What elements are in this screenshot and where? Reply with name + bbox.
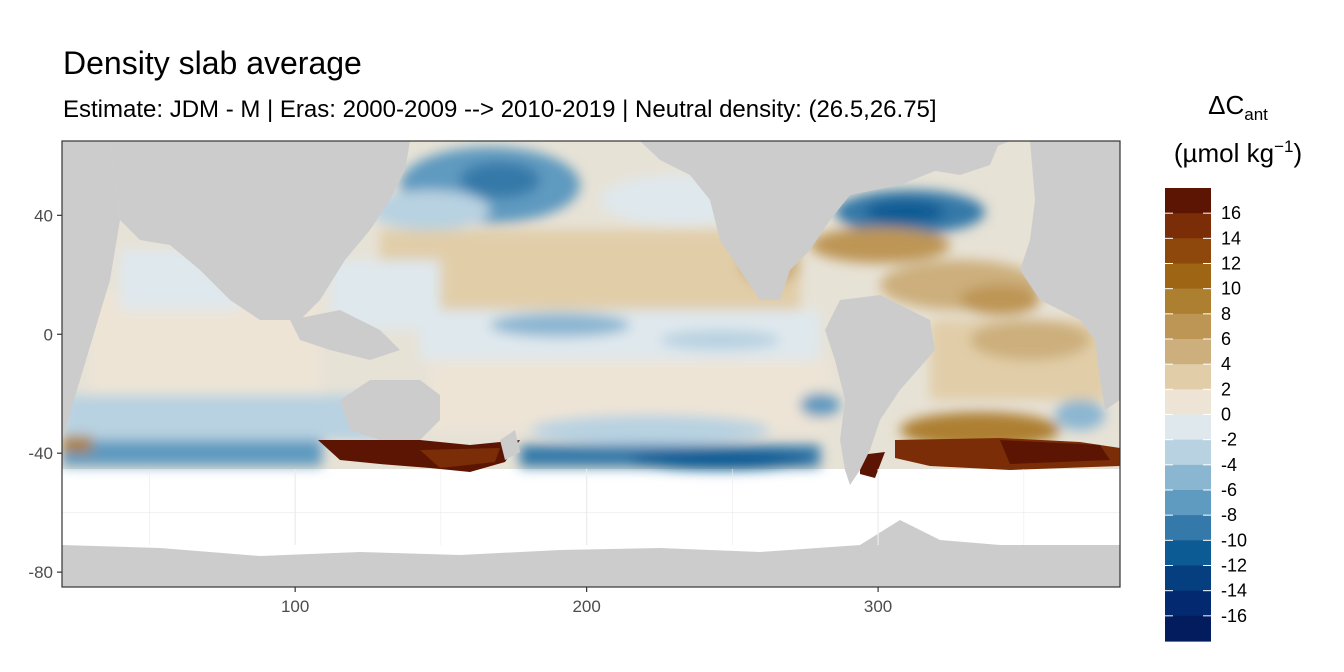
y-tick-label: -40 (28, 444, 53, 463)
legend-labels: 16 14 12 10 8 6 4 2 0 -2 -4 -6 -8 -10 -12 -14 -16 (1221, 203, 1247, 626)
africa-west-edge (62, 141, 120, 440)
legend-break-label: -8 (1221, 505, 1237, 525)
legend-color-step (1165, 439, 1211, 466)
legend-break-label: -16 (1221, 606, 1247, 626)
asia (110, 141, 410, 320)
y-axis: 40 0 -40 -80 (28, 206, 62, 582)
gridlines-over (62, 469, 1120, 545)
y-tick-label: 40 (34, 206, 53, 225)
chart-title: Density slab average (63, 45, 362, 81)
legend-break-label: -10 (1221, 530, 1247, 550)
legend-break-label: -2 (1221, 430, 1237, 450)
chart-subtitle: Estimate: JDM - M | Eras: 2000-2009 --> … (63, 96, 937, 123)
y-tick-label: 0 (44, 325, 53, 344)
legend-color-step (1165, 464, 1211, 491)
legend-color-step (1165, 313, 1211, 340)
legend-color-step (1165, 188, 1211, 214)
legend-break-label: 0 (1221, 405, 1231, 425)
legend-color-step (1165, 490, 1211, 516)
legend-color-step (1165, 288, 1211, 315)
legend-break-label: -4 (1221, 455, 1237, 475)
south-america (825, 295, 935, 485)
map-panel (62, 141, 1120, 587)
legend-color-step (1165, 238, 1211, 265)
legend-color-step (1165, 263, 1211, 290)
europe-africa-east (1020, 141, 1120, 410)
legend-break-label: -14 (1221, 581, 1247, 601)
legend-break-label: -6 (1221, 480, 1237, 500)
legend-colorbar (1165, 188, 1211, 642)
legend-break-label: 8 (1221, 304, 1231, 324)
legend-color-step (1165, 213, 1211, 239)
x-axis: 100 200 300 (281, 587, 892, 616)
legend-color-step (1165, 339, 1211, 365)
y-tick-label: -80 (28, 563, 53, 582)
australia (340, 380, 440, 440)
legend-break-label: 10 (1221, 279, 1241, 299)
legend-break-label: 16 (1221, 203, 1241, 223)
legend-color-step (1165, 540, 1211, 567)
legend-title-line1: ΔCant (1208, 90, 1268, 124)
legend-break-label: 14 (1221, 228, 1241, 248)
new-zealand (500, 430, 520, 460)
legend-color-step (1165, 389, 1211, 416)
legend-unit-suffix: ) (1293, 138, 1302, 168)
legend-unit-prefix: (µmol kg (1174, 138, 1274, 168)
x-tick-label: 100 (281, 597, 309, 616)
antarctica (62, 520, 1120, 587)
x-tick-label: 300 (864, 597, 892, 616)
greenland (880, 141, 1000, 175)
north-america (640, 141, 1010, 300)
maritime-continent (290, 310, 400, 360)
panel-border (61, 140, 1121, 588)
legend: ΔCant (µmol kg−1) 16 14 12 10 8 6 4 2 0 -2 -4 -6 -8 -… (1165, 90, 1302, 642)
legend-break-label: 6 (1221, 329, 1231, 349)
legend-break-label: 12 (1221, 254, 1241, 274)
legend-break-label: 4 (1221, 354, 1231, 374)
legend-break-label: -12 (1221, 556, 1247, 576)
legend-unit-exponent: −1 (1274, 137, 1293, 156)
legend-title-line2: (µmol kg−1) (1174, 137, 1302, 168)
legend-title-subscript: ant (1244, 105, 1268, 124)
land-masses (62, 141, 1120, 587)
legend-color-step (1165, 565, 1211, 592)
legend-color-step (1165, 414, 1211, 441)
legend-title-symbol: ΔC (1208, 90, 1244, 120)
legend-color-step (1165, 590, 1211, 617)
legend-color-step (1165, 515, 1211, 541)
legend-color-step (1165, 615, 1211, 642)
x-tick-label: 200 (572, 597, 600, 616)
legend-color-step (1165, 364, 1211, 390)
legend-break-label: 2 (1221, 379, 1231, 399)
